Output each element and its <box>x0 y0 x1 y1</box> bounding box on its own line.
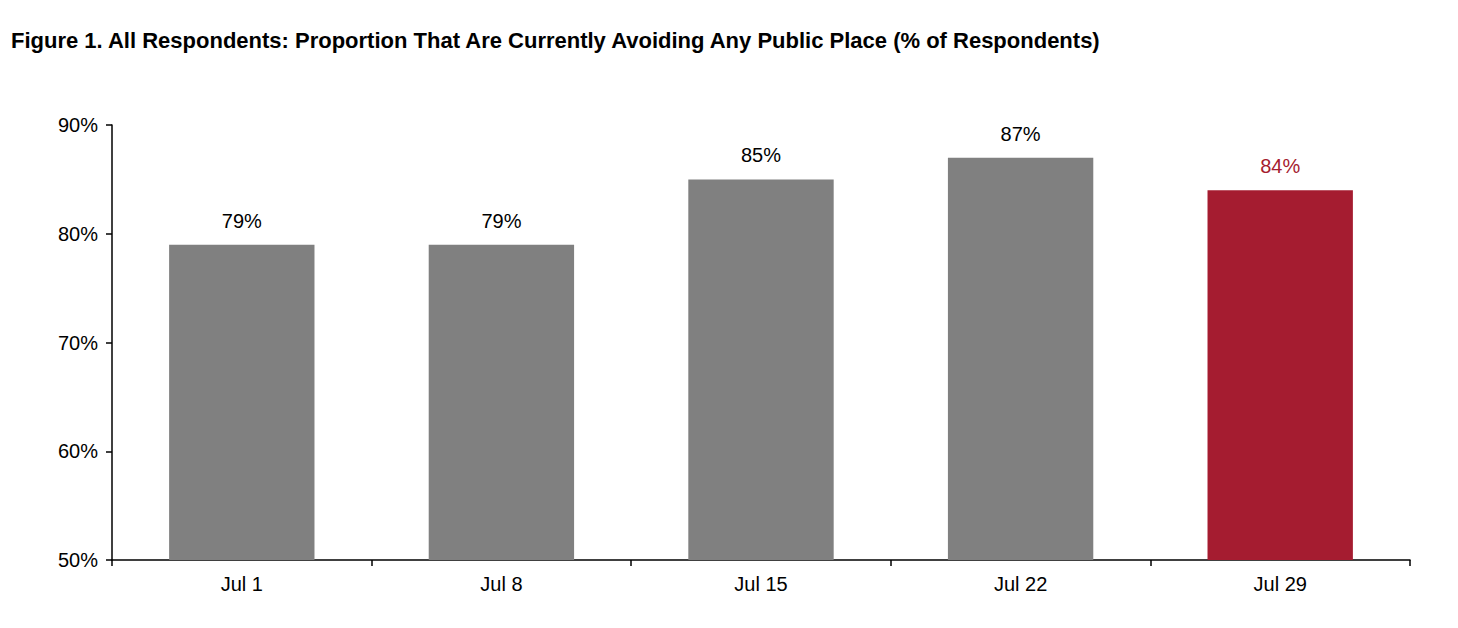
svg-text:Jul 1: Jul 1 <box>221 573 263 595</box>
svg-text:80%: 80% <box>58 223 98 245</box>
svg-text:Jul 22: Jul 22 <box>994 573 1047 595</box>
svg-text:Jul 15: Jul 15 <box>734 573 787 595</box>
svg-text:85%: 85% <box>741 144 781 166</box>
svg-text:79%: 79% <box>222 210 262 232</box>
svg-text:Figure 1. All Respondents: Pro: Figure 1. All Respondents: Proportion Th… <box>11 28 1100 53</box>
svg-text:84%: 84% <box>1260 155 1300 177</box>
svg-text:90%: 90% <box>58 114 98 136</box>
svg-text:50%: 50% <box>58 549 98 571</box>
svg-text:Jul 8: Jul 8 <box>480 573 522 595</box>
svg-text:70%: 70% <box>58 332 98 354</box>
svg-text:87%: 87% <box>1001 123 1041 145</box>
svg-text:60%: 60% <box>58 440 98 462</box>
svg-text:Jul 29: Jul 29 <box>1254 573 1307 595</box>
svg-text:79%: 79% <box>481 210 521 232</box>
